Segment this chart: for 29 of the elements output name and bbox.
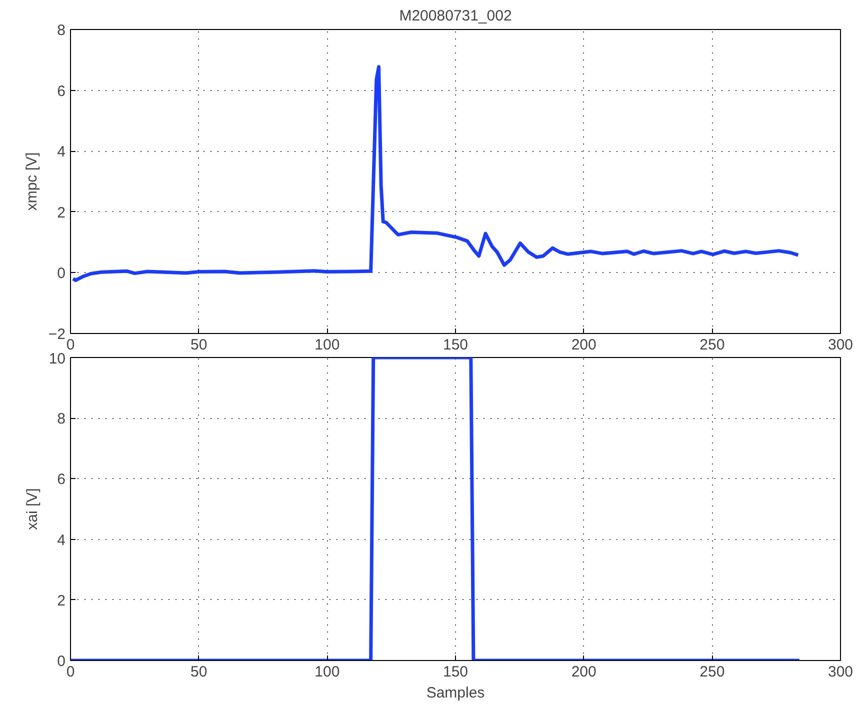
y-tick-label: 2 bbox=[57, 592, 66, 610]
x-tick-label: 250 bbox=[700, 664, 725, 680]
y-tick-label: 6 bbox=[57, 471, 66, 488]
y-tick-label: 2 bbox=[57, 204, 66, 222]
x-tick-label: 100 bbox=[314, 336, 340, 354]
x-tick-label: 100 bbox=[314, 664, 340, 680]
line-series bbox=[71, 65, 800, 282]
x-tick-label: 50 bbox=[190, 336, 208, 354]
y-axis-title: xai [V] bbox=[24, 488, 41, 530]
y-tick-label: 8 bbox=[57, 22, 66, 39]
y-tick-label: 0 bbox=[57, 653, 66, 670]
x-tick-label: 200 bbox=[571, 664, 596, 680]
y-tick-label: 8 bbox=[57, 410, 66, 428]
x-tick-label: 200 bbox=[571, 336, 596, 354]
chart-title: M20080731_002 bbox=[399, 8, 512, 24]
y-tick-label: −2 bbox=[48, 326, 66, 343]
x-tick-label: 150 bbox=[442, 664, 468, 680]
x-tick-label: 250 bbox=[700, 336, 725, 354]
y-tick-label: 10 bbox=[48, 350, 66, 368]
x-tick-label: 300 bbox=[828, 336, 854, 354]
y-tick-label: 4 bbox=[57, 532, 66, 549]
y-axis-title: xmpc [V] bbox=[23, 152, 40, 211]
x-tick-label: 50 bbox=[190, 664, 208, 680]
y-tick-label: 4 bbox=[57, 144, 66, 161]
x-axis-title: Samples bbox=[426, 684, 485, 702]
x-tick-label: 300 bbox=[828, 664, 854, 680]
y-tick-label: 0 bbox=[57, 265, 66, 282]
x-tick-label: 150 bbox=[442, 336, 468, 354]
y-tick-label: 6 bbox=[57, 82, 66, 100]
